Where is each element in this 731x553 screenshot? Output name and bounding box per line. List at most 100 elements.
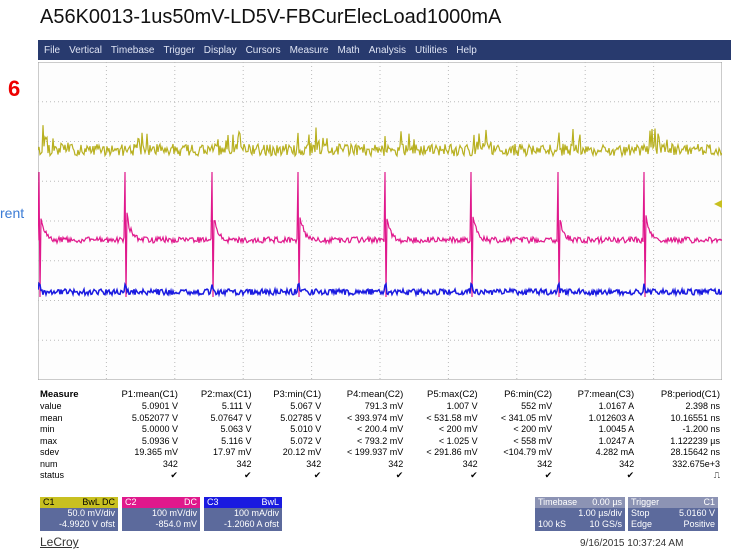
- row-label: min: [40, 424, 55, 435]
- measure-cell: 2.398 ns: [685, 401, 720, 412]
- measure-cell: < 393.974 mV: [346, 412, 404, 423]
- measure-cell: ✔: [395, 469, 404, 480]
- measure-row: mean 5.052077 V 5.07647 V 5.02785 V < 393.97…: [40, 412, 720, 424]
- measure-cell: 20.12 mV: [282, 447, 322, 458]
- measure-cell: 342: [462, 458, 478, 469]
- measure-cell: 5.116 V: [221, 435, 252, 446]
- timebase-box: Timebase 0.00 µs 1.00 µs/div 100 kS 10 GS/…: [535, 497, 625, 531]
- measure-row: sdev 19.365 mV 17.97 mV 20.12 mV < 199.937 m…: [40, 447, 720, 459]
- measure-cell: 791.3 mV: [364, 401, 404, 412]
- menu-item[interactable]: Vertical: [69, 44, 102, 56]
- measure-cell: 4.282 mA: [595, 447, 635, 458]
- header-cell: Measure: [40, 389, 79, 401]
- measure-cell: < 341.05 mV: [500, 412, 553, 423]
- row-label: max: [40, 435, 58, 446]
- measure-cell: < 199.937 mV: [346, 447, 404, 458]
- measure-cell: 1.0247 A: [598, 435, 635, 446]
- channel-tag: BwL: [261, 497, 279, 507]
- menu-item[interactable]: Analysis: [368, 44, 406, 56]
- measure-cell: 342: [162, 458, 178, 469]
- value: 1.00 µs/div: [578, 508, 622, 518]
- measure-row: min 5.0000 V 5.063 V 5.010 V < 200.4 mV < 200…: [40, 424, 720, 436]
- header-row: Measure P1:mean(C1) P2:max(C1) P3:min(C1) P4…: [40, 389, 720, 401]
- header-cell: P8:period(C1): [660, 389, 720, 401]
- measure-row: num 342 342 342 342 342 342 342 332.675e+3: [40, 458, 720, 470]
- measure-cell: 5.0901 V: [141, 401, 178, 412]
- measure-cell: 5.072 V: [290, 435, 322, 446]
- value: Positive: [683, 519, 715, 529]
- value: 5.0160 V: [678, 508, 715, 518]
- measure-cell: 5.063 V: [220, 424, 252, 435]
- measure-cell: 10.16551 ns: [670, 412, 720, 423]
- measure-cell: < 200 mV: [513, 424, 553, 435]
- measure-cell: 5.0936 V: [141, 435, 178, 446]
- measure-cell: 1.122239 µs: [670, 435, 720, 446]
- measure-cell: 342: [236, 458, 252, 469]
- plot-frame: [38, 62, 722, 380]
- menu-item[interactable]: Help: [456, 44, 477, 56]
- measure-cell: 5.111 V: [221, 401, 252, 412]
- value: 10 GS/s: [589, 519, 622, 529]
- header-cell: P3:min(C1): [273, 389, 322, 401]
- channel-offset: -854.0 mV: [155, 519, 197, 529]
- measure-cell: 5.052077 V: [131, 412, 178, 423]
- channel-box: C3 BwL 100 mA/div -1.2060 A ofst: [204, 497, 282, 531]
- measure-cell: 5.067 V: [290, 401, 322, 412]
- measure-cell: 342: [619, 458, 635, 469]
- value: Stop: [631, 508, 650, 518]
- menu-bar: File Vertical Timebase Trigger Display Cursor…: [38, 40, 731, 60]
- menu-item[interactable]: Display: [203, 44, 237, 56]
- measure-cell: ✔: [170, 469, 178, 480]
- measure-cell: <104.79 mV: [503, 447, 553, 458]
- measure-cell: 1.012603 A: [588, 412, 635, 423]
- menu-item[interactable]: Trigger: [163, 44, 195, 56]
- measure-cell: ⎍: [713, 469, 720, 480]
- menu-item[interactable]: Utilities: [414, 44, 448, 56]
- row-label: sdev: [40, 447, 60, 458]
- channel-offset: -4.9920 V ofst: [58, 519, 115, 529]
- channel-box: C2 DC 100 mV/div -854.0 mV: [122, 497, 200, 531]
- value: 0.00 µs: [592, 497, 622, 507]
- menu-item[interactable]: Measure: [289, 44, 329, 56]
- menu-item[interactable]: File: [44, 44, 61, 56]
- menu-item[interactable]: Cursors: [245, 44, 281, 56]
- measure-cell: ✔: [313, 469, 322, 480]
- row-label: value: [40, 401, 62, 412]
- channel-box: C1 BwL DC 50.0 mV/div -4.9920 V ofst: [40, 497, 118, 531]
- channel-tag: BwL DC: [82, 497, 115, 507]
- row-label: num: [40, 458, 58, 469]
- measure-cell: 1.007 V: [446, 401, 478, 412]
- measure-cell: < 793.2 mV: [356, 435, 404, 446]
- plot: [38, 62, 722, 380]
- label: Timebase: [538, 497, 578, 507]
- measure-row: value 5.0901 V 5.111 V 5.067 V 791.3 mV 1.007…: [40, 401, 720, 413]
- measure-cell: ✔: [243, 469, 252, 480]
- channel-name: C2: [125, 497, 137, 507]
- header-cell: P6:min(C2): [504, 389, 553, 401]
- value: 100 kS: [538, 519, 567, 529]
- channel-header: C1 BwL DC: [40, 497, 118, 508]
- measure-cell: 5.010 V: [290, 424, 322, 435]
- trace-c3: [38, 281, 722, 298]
- header-cell: P2:max(C1): [200, 389, 252, 401]
- channel-scale: 100 mA/div: [233, 508, 279, 518]
- header-cell: P5:max(C2): [426, 389, 478, 401]
- label: Trigger: [631, 497, 660, 507]
- measure-cell: < 200 mV: [438, 424, 478, 435]
- menu-item[interactable]: Math: [337, 44, 360, 56]
- trigger-box: Trigger C1 Stop 5.0160 V Edge Positive: [628, 497, 718, 531]
- measure-cell: -1.200 ns: [682, 424, 720, 435]
- measure-cell: 17.97 mV: [212, 447, 252, 458]
- measure-table: Measure P1:mean(C1) P2:max(C1) P3:min(C1) P4…: [40, 389, 720, 481]
- value: C1: [703, 497, 715, 507]
- channel-header: C3 BwL: [204, 497, 282, 508]
- measure-cell: < 531.58 mV: [426, 412, 478, 423]
- title: A56K0013-1us50mV-LD5V-FBCurElecLoad1000m…: [40, 6, 502, 28]
- row-label: status: [40, 470, 65, 481]
- measure-cell: 1.0167 A: [598, 401, 635, 412]
- menu-item[interactable]: Timebase: [110, 44, 155, 56]
- measure-cell: 342: [306, 458, 322, 469]
- brand: LeCroy: [40, 535, 79, 549]
- overlay-number: 6: [8, 76, 21, 101]
